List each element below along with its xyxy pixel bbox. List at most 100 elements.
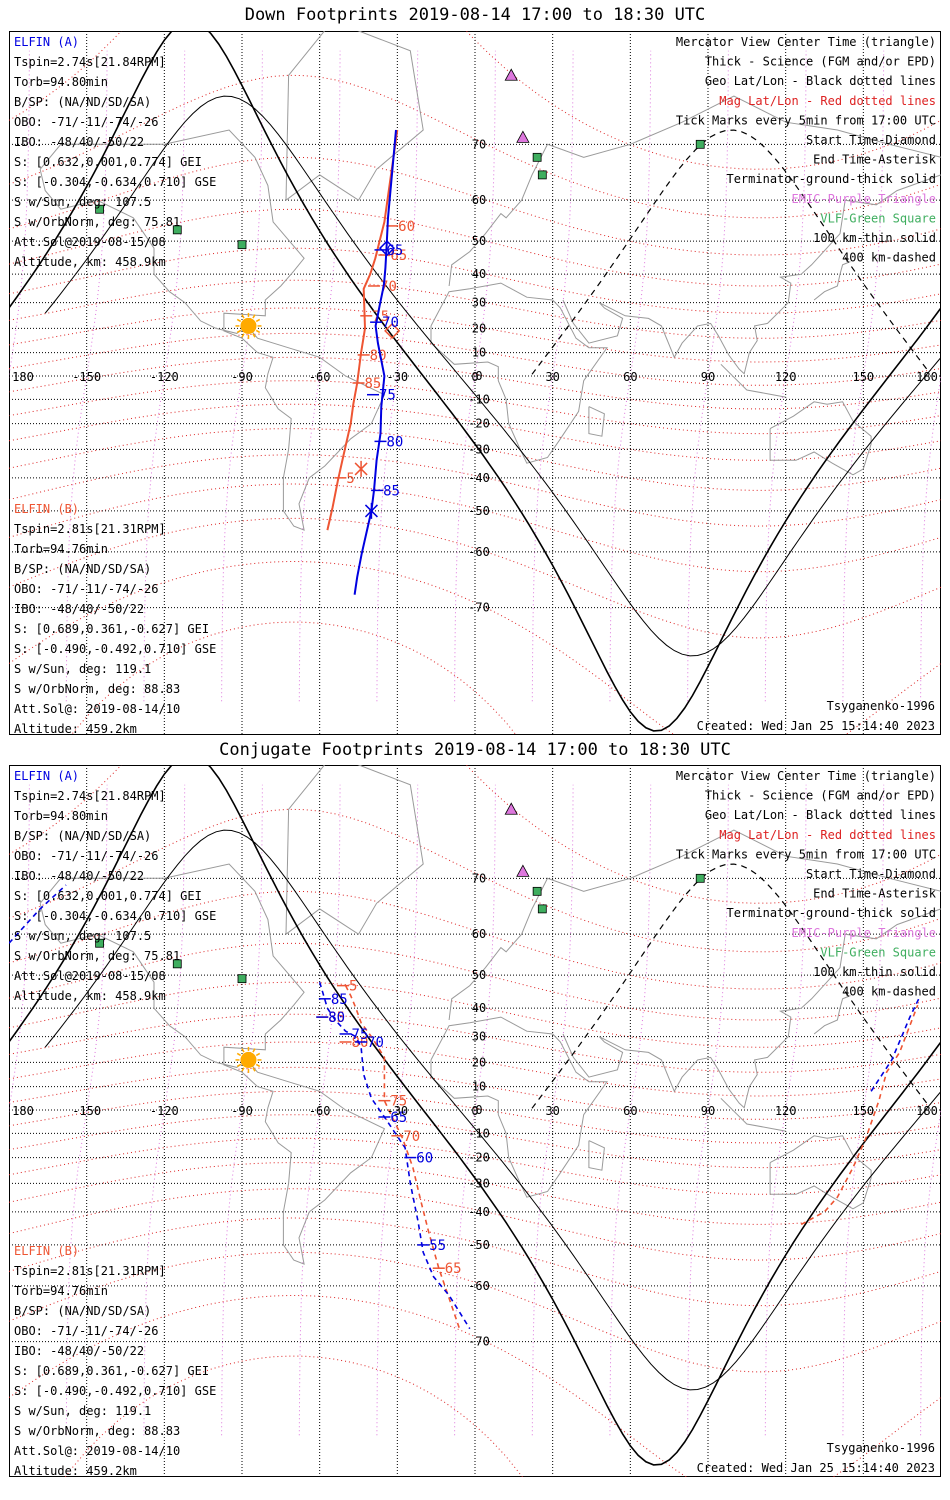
info-line: OBO: -71/-11/-74/-26 xyxy=(14,849,159,863)
legend-line: 100 km-thin solid xyxy=(813,965,936,979)
lon-tick-label: -90 xyxy=(231,370,253,384)
lon-tick-label: 120 xyxy=(775,1104,797,1118)
lon-tick-label: 180 xyxy=(12,1104,34,1118)
lat-tick-label: -40 xyxy=(468,471,490,485)
elfin-a-tick-label: 85 xyxy=(331,992,348,1008)
legend-line: Geo Lat/Lon - Black dotted lines xyxy=(705,808,936,822)
elfin-a-tick-label: 80 xyxy=(387,434,404,450)
lon-tick-label: 120 xyxy=(775,370,797,384)
info-line: S w/Sun, deg: 119.1 xyxy=(14,1404,151,1418)
emic-triangle-icon xyxy=(504,802,518,815)
lat-tick-label: -60 xyxy=(468,545,490,559)
elfin-a-start-diamond xyxy=(378,240,396,257)
lat-tick-label: -60 xyxy=(468,1279,490,1293)
info-line: S: [0.689,0.361,-0.627] GEI xyxy=(14,622,209,636)
vlf-square-icon xyxy=(695,873,705,883)
coastline xyxy=(588,406,605,437)
lon-tick-label: 0 xyxy=(471,370,478,384)
elfin-a-trace xyxy=(318,981,471,1330)
elfin-a-tick-label: 65 xyxy=(390,1110,407,1126)
sun-ray xyxy=(252,1067,256,1072)
info-line: Tspin=2.81s[21.31RPM] xyxy=(14,522,166,536)
lon-tick-label: 180 xyxy=(916,370,938,384)
sun-ray xyxy=(236,329,242,334)
elfin-b-tick-label: 65 xyxy=(445,1261,462,1277)
info-line: S w/OrbNorm, deg: 75.81 xyxy=(14,215,180,229)
info-line: OBO: -71/-11/-74/-26 xyxy=(14,582,159,596)
elfin-a-tick-label: 80 xyxy=(328,1010,345,1026)
lon-tick-label: -150 xyxy=(72,1104,101,1118)
coastline xyxy=(562,908,941,1109)
elfin-b-tick-label: 70 xyxy=(403,1129,420,1145)
info-line: Torb=94.80min xyxy=(14,809,108,823)
elfin-b-trace-segment xyxy=(800,1004,919,1226)
legend-line: EMIC-Purple Triangle xyxy=(792,192,937,206)
vlf-square-icon xyxy=(237,240,247,250)
lon-tick-label: -30 xyxy=(386,370,408,384)
elfin-b-trace xyxy=(344,985,461,1329)
panel-2-title: Conjugate Footprints 2019-08-14 17:00 to… xyxy=(219,740,731,760)
emic-triangle-icon xyxy=(516,130,530,143)
sun-ray xyxy=(252,333,256,338)
legend-line: Terminator-ground-thick solid xyxy=(726,172,936,186)
elfin-b-start-diamond xyxy=(384,322,401,339)
info-line: B/SP: (NA/ND/SD/SA) xyxy=(14,562,151,576)
sun-disc xyxy=(240,317,257,334)
sun-ray xyxy=(255,318,261,323)
vlf-square-icon xyxy=(532,886,542,896)
coastline xyxy=(769,1135,872,1210)
info-line: Torb=94.76min xyxy=(14,542,108,556)
legend-line: Start Time-Diamond xyxy=(806,867,936,881)
vlf-square-icon xyxy=(172,225,182,235)
lat-tick-label: 70 xyxy=(472,137,486,151)
legend-line: 400 km-dashed xyxy=(842,251,936,265)
lon-tick-label: 60 xyxy=(623,1104,637,1118)
info-line: Att.Sol@2019-08-15/08 xyxy=(14,235,166,249)
sun-ray xyxy=(241,1048,245,1053)
info-line: S: [0.632,0.001,0.774] GEI xyxy=(14,889,202,903)
coastline xyxy=(769,401,872,476)
mag-lat-line xyxy=(9,208,941,287)
info-line: Tspin=2.74s[21.84RPM] xyxy=(14,55,166,69)
lon-tick-label: 150 xyxy=(852,1104,874,1118)
info-line: S w/Sun, deg: 107.5 xyxy=(14,195,151,209)
lat-tick-label: 40 xyxy=(472,1001,486,1015)
elfin-a-header: ELFIN (A) xyxy=(14,35,79,49)
coastline xyxy=(448,95,941,287)
coastline xyxy=(813,995,851,1035)
sun-ray xyxy=(255,329,261,334)
lon-tick-label: 90 xyxy=(701,1104,715,1118)
lat-tick-label: -70 xyxy=(468,601,490,615)
lon-tick-label: 30 xyxy=(545,370,559,384)
info-line: S: [-0.304,-0.634,0.710] GSE xyxy=(14,909,216,923)
lon-tick-label: 180 xyxy=(12,370,34,384)
vlf-square-icon xyxy=(172,959,182,969)
sun-ray xyxy=(241,333,245,338)
legend-line: 400 km-dashed xyxy=(842,985,936,999)
mag-lat-line xyxy=(9,942,941,1021)
lon-tick-label: -60 xyxy=(309,1104,331,1118)
coastline xyxy=(448,829,941,1021)
lon-tick-label: 60 xyxy=(623,370,637,384)
elfin-a-tick-label: 55 xyxy=(429,1238,446,1254)
elfin-a-tick-label: 70 xyxy=(382,315,399,331)
elfin-b-tick-label: 80 xyxy=(352,1035,369,1051)
info-line: S w/Sun, deg: 119.1 xyxy=(14,662,151,676)
legend-line: Mag Lat/Lon - Red dotted lines xyxy=(719,828,936,842)
elfin-a-tick-label: 85 xyxy=(383,483,400,499)
elfin-b-tick-label: 85 xyxy=(328,1010,345,1026)
sun-ray xyxy=(241,1067,245,1072)
created-label: Created: Wed Jan 25 15:14:40 2023 xyxy=(697,719,935,733)
lon-tick-label: 0 xyxy=(471,1104,478,1118)
coastline xyxy=(39,863,386,1265)
legend-line: Mercator View Center Time (triangle) xyxy=(676,35,936,49)
lat-tick-label: 0 xyxy=(475,1103,482,1117)
terminator-400km-line xyxy=(531,863,929,1109)
emic-triangle-icon xyxy=(504,68,518,81)
vlf-square-icon xyxy=(237,974,247,984)
elfin-a-tick-label: 75 xyxy=(379,388,396,404)
info-line: S w/OrbNorm, deg: 75.81 xyxy=(14,949,180,963)
lon-tick-label: -90 xyxy=(231,1104,253,1118)
info-line: IBO: -48/40/-50/22 xyxy=(14,135,144,149)
